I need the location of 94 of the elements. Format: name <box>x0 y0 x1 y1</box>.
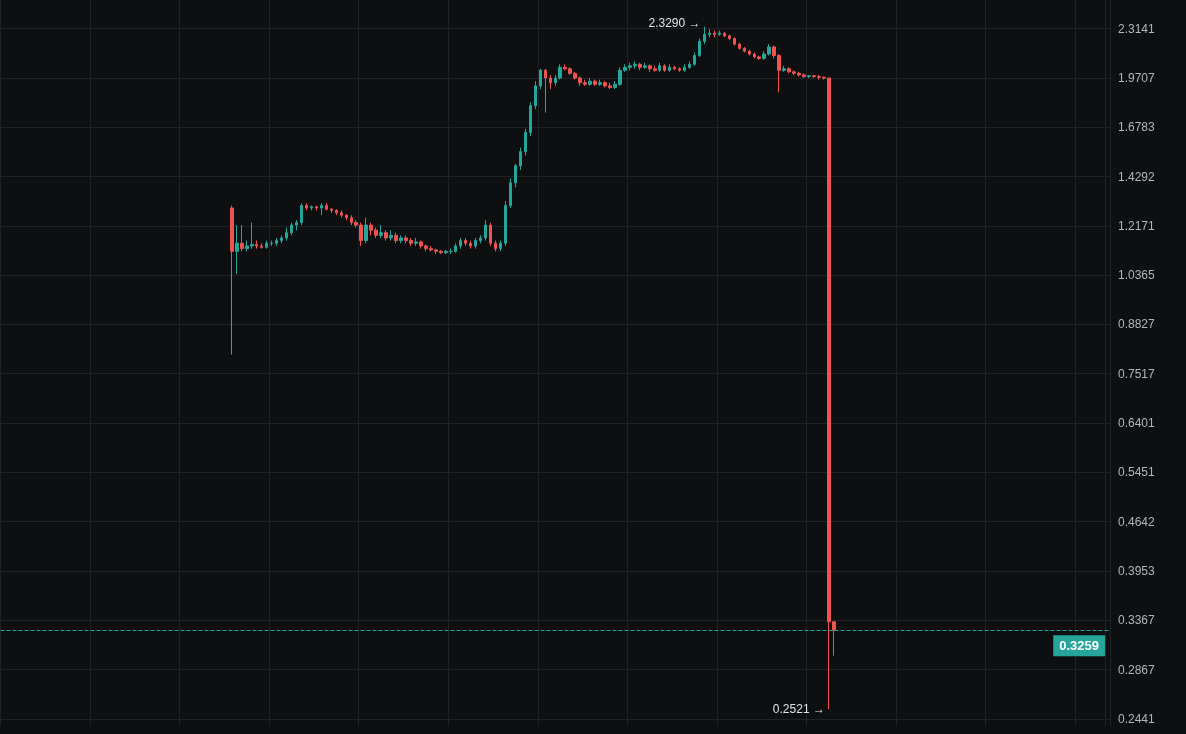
candlestick <box>713 29 716 38</box>
candlestick <box>658 62 661 73</box>
candlestick <box>414 237 418 247</box>
candlestick <box>295 219 298 231</box>
candlestick <box>718 29 721 37</box>
y-tick-label: 1.6783 <box>1118 120 1156 135</box>
y-tick-label: 0.6401 <box>1118 416 1156 431</box>
y-tick-label: 0.8827 <box>1118 317 1156 332</box>
candlestick <box>549 74 552 90</box>
y-tick-label: 0.7517 <box>1118 366 1156 381</box>
candlestick <box>469 240 472 250</box>
candlestick <box>529 101 532 137</box>
candlestick <box>345 213 348 221</box>
candlestick <box>330 207 333 214</box>
y-tick-label: 1.2171 <box>1118 218 1156 233</box>
candlestick <box>782 65 786 73</box>
candlestick <box>240 224 244 252</box>
candlestick <box>310 205 313 211</box>
candlestick <box>509 178 512 209</box>
candlestick <box>588 77 592 87</box>
candlestick <box>459 237 462 250</box>
candlestick <box>673 65 676 71</box>
candlestick <box>305 202 308 211</box>
candlestick <box>235 224 239 275</box>
candlestick <box>394 232 398 244</box>
candlestick <box>748 49 751 56</box>
candlestick <box>544 68 547 114</box>
candlestick <box>255 240 258 250</box>
candlestick <box>688 60 691 70</box>
candlestick <box>708 28 711 38</box>
candlestick <box>230 205 234 356</box>
candlestick <box>364 217 368 244</box>
candlestick <box>340 209 343 219</box>
candlestick <box>389 229 393 242</box>
candlestick <box>494 240 497 252</box>
candlestick <box>598 79 602 87</box>
y-tick-label: 1.9707 <box>1118 70 1156 85</box>
y-tick-label: 0.2441 <box>1118 712 1156 726</box>
candlestick <box>703 26 706 45</box>
y-tick-label: 1.4292 <box>1118 169 1156 184</box>
candlestick <box>399 234 403 244</box>
candlestick <box>265 240 268 250</box>
y-tick-label: 1.0365 <box>1118 268 1156 283</box>
candlestick <box>668 63 671 73</box>
candlestick <box>464 237 467 247</box>
candlestick <box>489 222 492 247</box>
candlestick <box>663 63 666 73</box>
candlestick <box>285 227 288 242</box>
candlestick <box>379 224 383 239</box>
y-tick-label: 0.3367 <box>1118 613 1156 628</box>
candlestick <box>504 200 507 247</box>
candlestick <box>593 79 597 87</box>
candlestick <box>807 74 811 79</box>
candlestick <box>300 202 303 226</box>
y-tick-label: 0.5451 <box>1118 465 1156 480</box>
ref-line-label: 0.3259 <box>1059 638 1099 654</box>
candlestick <box>484 219 487 242</box>
candlestick <box>539 68 542 90</box>
candlestick <box>723 31 726 38</box>
candlestick <box>524 128 527 157</box>
candlestick <box>757 54 761 61</box>
candlestick <box>290 222 293 236</box>
candlestick <box>275 237 278 247</box>
candlestick <box>733 36 736 47</box>
y-tick-label: 0.3953 <box>1118 564 1156 579</box>
candlestick <box>683 63 686 73</box>
candlestick <box>638 62 642 71</box>
candlestick <box>519 147 522 171</box>
candlestick <box>320 202 323 216</box>
candlestick <box>315 205 318 211</box>
candlestick <box>499 240 502 252</box>
annotation: 2.3290 → <box>648 15 701 30</box>
candlestick <box>335 208 338 216</box>
candlestick <box>260 242 263 250</box>
candlestick <box>514 163 517 188</box>
candlestick <box>693 52 696 67</box>
candlestick <box>479 234 482 244</box>
y-tick-label: 0.4642 <box>1118 514 1156 529</box>
candlestick <box>534 80 537 110</box>
candlestick <box>728 34 731 41</box>
candlestick <box>454 242 457 254</box>
annotation: 0.2521 → <box>772 702 825 717</box>
candlestick <box>325 202 328 211</box>
candlestick <box>643 62 647 70</box>
candlestick <box>474 237 477 250</box>
candlestick <box>384 229 388 242</box>
candlestick <box>738 42 741 51</box>
y-tick-label: 2.3141 <box>1118 21 1156 36</box>
candlestick <box>444 249 448 255</box>
y-tick-label: 0.2867 <box>1118 662 1156 677</box>
candlestick <box>280 234 283 244</box>
candlestick <box>698 38 701 58</box>
candlestick <box>678 66 681 73</box>
candlestick <box>743 46 746 54</box>
